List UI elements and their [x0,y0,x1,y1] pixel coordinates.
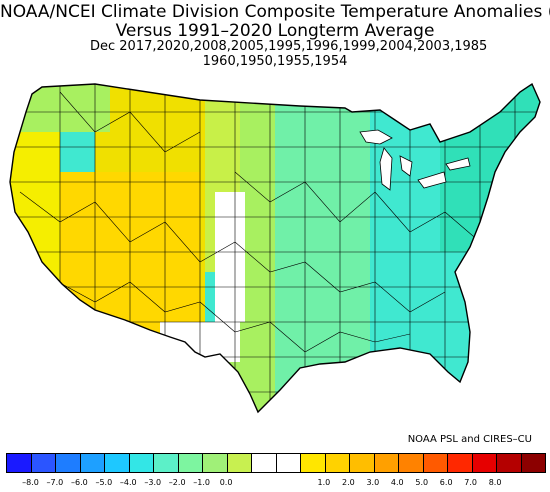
colorbar-segment [56,454,81,472]
colorbar-ticks: –8.0 –7.0 –6.0 –5.0 –4.0 –3.0 –2.0 –1.0 0.0 1.0 2.… [6,478,544,490]
colorbar-tick-label: –6.0 [70,478,88,487]
colorbar-tick-label: –8.0 [22,478,39,487]
us-climate-division-map [0,72,550,432]
chart-subtitle: Versus 1991–2020 Longterm Average [115,21,435,41]
chart-title: NOAA/NCEI Climate Division Composite Tem… [0,2,550,22]
colorbar-segment [423,454,448,472]
colorbar-tick-label: 1.0 [317,478,331,487]
colorbar-tick-label: 7.0 [464,478,477,487]
region-midwest [270,84,370,412]
colorbar-tick-label: –7.0 [46,478,64,487]
colorbar-segment [227,454,252,472]
colorbar-tick-label: –5.0 [95,478,113,487]
composite-years-line2: 1960,1950,1955,1954 [202,54,348,69]
colorbar-segment [521,454,545,472]
colorbar-segment [472,454,497,472]
colorbar-segment [374,454,399,472]
region-west-coast [10,112,60,332]
colorbar-tick-label: 3.0 [366,478,380,487]
data-credit: NOAA PSL and CIRES–CU [407,434,532,445]
colorbar [6,453,546,473]
colorbar-tick-label: 6.0 [439,478,453,487]
colorbar-segment [178,454,203,472]
colorbar-segment [80,454,105,472]
colorbar-tick-label: –1.0 [193,478,210,487]
colorbar-tick-label: 2.0 [341,478,355,487]
colorbar-tick-label: 0.0 [219,478,233,487]
colorbar-segment [350,454,375,472]
colorbar-segment [252,454,277,472]
colorbar-segment [276,454,301,472]
region-near-normal-plains [215,192,245,322]
colorbar-segment [129,454,154,472]
colorbar-segment [7,454,32,472]
colorbar-segment [301,454,326,472]
colorbar-segment [154,454,179,472]
colorbar-segment [497,454,522,472]
colorbar-tick-label: –2.0 [168,478,186,487]
colorbar-tick-label: 4.0 [390,478,404,487]
region-northwest [10,84,110,132]
us-outline [9,82,541,414]
colorbar-tick-label: 5.0 [415,478,429,487]
colorbar-segment [105,454,130,472]
great-lakes [359,129,471,191]
colorbar-segment [203,454,228,472]
colorbar-segment [399,454,424,472]
colorbar-tick-label: 8.0 [488,478,502,487]
colorbar-segment [325,454,350,472]
colorbar-segment [31,454,56,472]
colorbar-segment [448,454,473,472]
colorbar-tick-label: –4.0 [119,478,137,487]
composite-years-line1: Dec 2017,2020,2008,2005,1995,1996,1999,2… [90,39,488,54]
colorbar-tick-label: –3.0 [144,478,162,487]
